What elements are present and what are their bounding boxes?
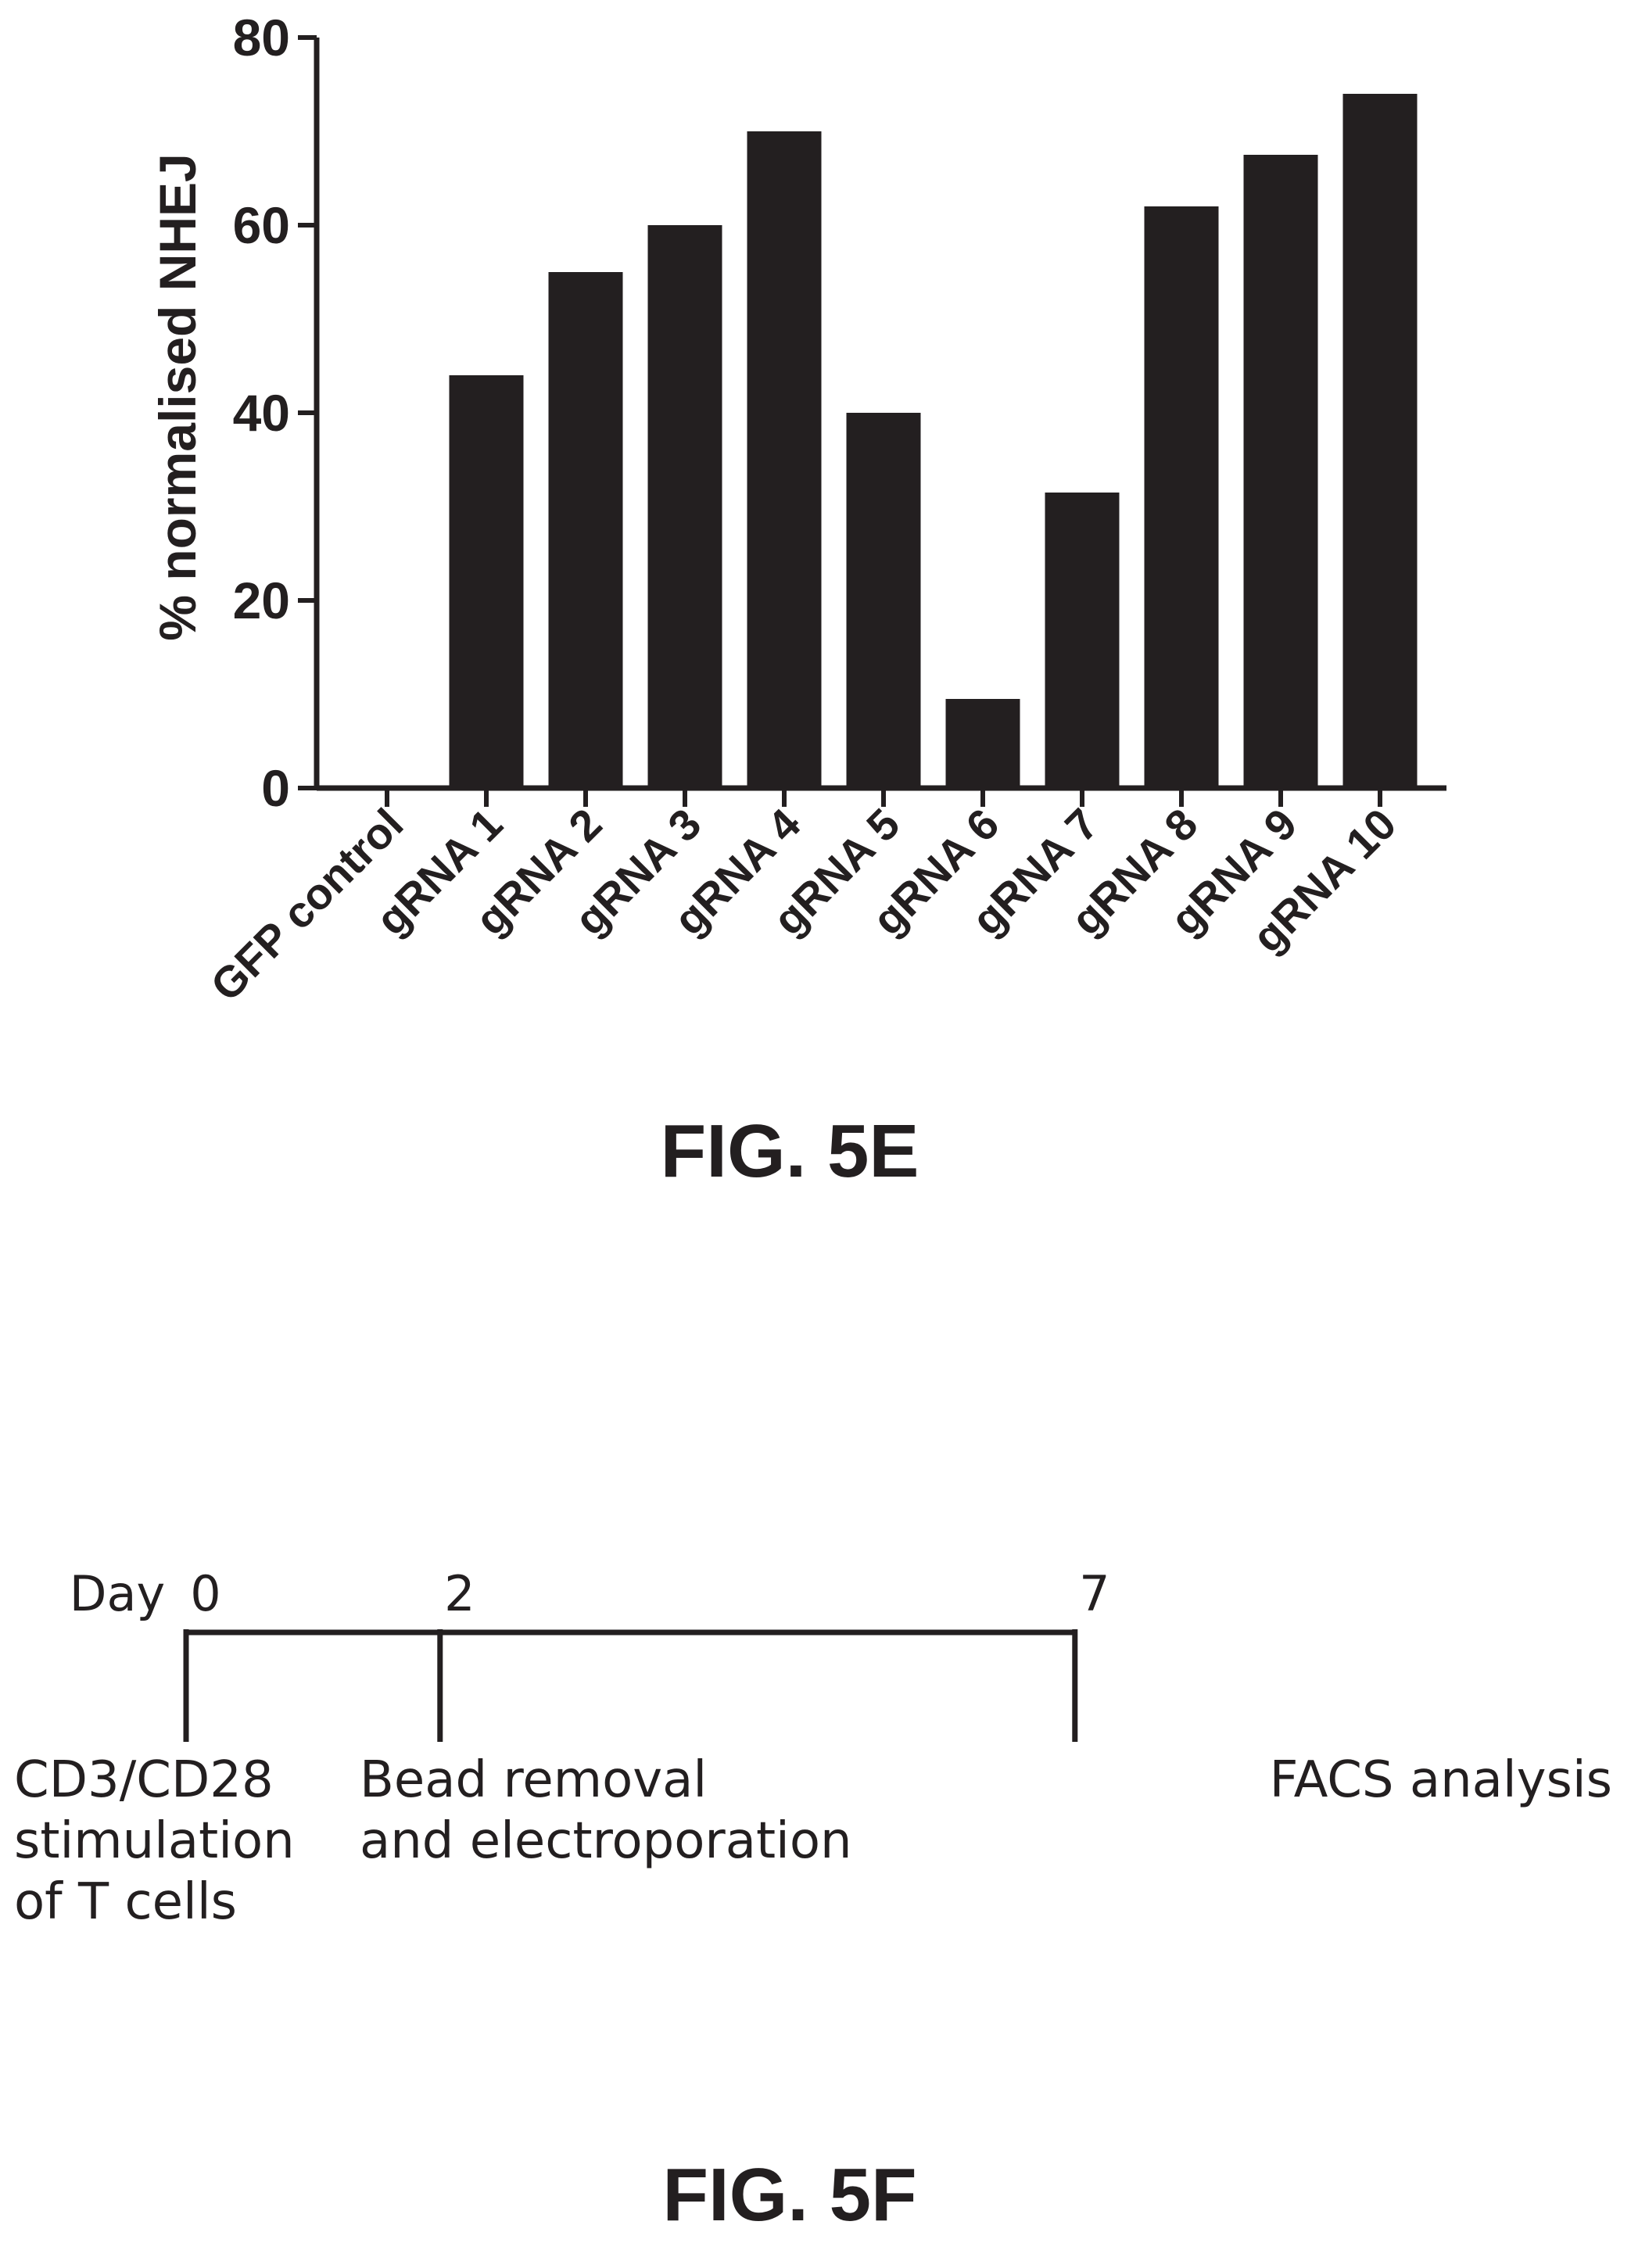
- y-tick-label: 40: [233, 384, 290, 442]
- timeline-diagram: Day 0 2 7 CD3/CD28 stimulation of T cells Bea…: [14, 1565, 1612, 1931]
- x-axis-ticks: [385, 788, 1382, 807]
- timeline-event-label: CD3/CD28 stimulation of T cells: [14, 1751, 295, 1931]
- bars: [449, 94, 1418, 788]
- timeline-event-label-line: and electroporation: [360, 1812, 852, 1870]
- timeline-event-labels: CD3/CD28 stimulation of T cells Bead remova…: [14, 1751, 1612, 1931]
- y-tick-label: 80: [233, 9, 290, 66]
- timeline-event-label-line: of T cells: [14, 1873, 237, 1931]
- timeline-event-label-line: CD3/CD28: [14, 1751, 274, 1809]
- timeline-event-label: FACS analysis: [1270, 1751, 1612, 1809]
- figure-caption-5f: FIG. 5F: [662, 2153, 916, 2237]
- y-tick-label: 60: [233, 196, 290, 254]
- bar: [747, 131, 822, 788]
- timeline-day-label: Day: [70, 1565, 165, 1622]
- bar: [846, 413, 921, 788]
- y-axis-ticks: 0 20 40 60 80: [233, 9, 317, 817]
- bar: [945, 699, 1020, 788]
- bar: [548, 272, 623, 788]
- timeline-day-number: 7: [1079, 1565, 1109, 1622]
- bar: [1342, 94, 1418, 788]
- figure-caption-5e: FIG. 5E: [661, 1109, 919, 1193]
- timeline-day-number: 2: [444, 1565, 475, 1622]
- timeline-event-label-line: Bead removal: [360, 1751, 707, 1809]
- timeline-day-number: 0: [190, 1565, 220, 1622]
- bar: [449, 375, 524, 788]
- timeline-event-label-line: FACS analysis: [1270, 1751, 1612, 1809]
- bar: [1045, 493, 1120, 788]
- y-tick-label: 20: [233, 571, 290, 629]
- bar: [1144, 206, 1219, 788]
- timeline-event-label-line: stimulation: [14, 1812, 295, 1870]
- timeline-line: [183, 1629, 1078, 1742]
- timeline-event-label: Bead removal and electroporation: [360, 1751, 852, 1870]
- y-axis-label: % normalised NHEJ: [149, 153, 206, 641]
- bar: [647, 225, 722, 788]
- y-tick-label: 0: [261, 759, 290, 817]
- bar-chart: % normalised NHEJ 0 20 40 60 80 GFP controlg…: [149, 9, 1446, 1010]
- bar: [1243, 155, 1318, 788]
- timeline-day-numbers: 0 2 7: [190, 1565, 1109, 1622]
